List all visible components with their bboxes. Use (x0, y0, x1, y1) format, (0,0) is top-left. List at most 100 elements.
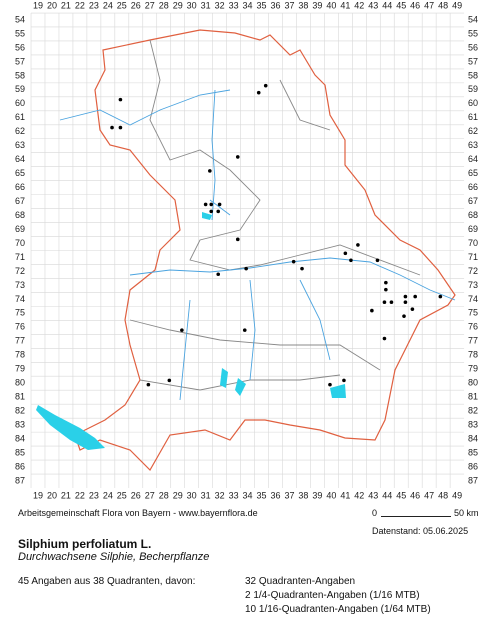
column-label: 27 (145, 490, 155, 500)
row-label: 63 (468, 140, 478, 150)
row-label: 68 (468, 210, 478, 220)
occurrence-dot (118, 125, 123, 130)
column-label: 32 (215, 0, 225, 10)
column-label: 39 (312, 0, 322, 10)
row-label: 82 (468, 406, 478, 416)
column-label: 28 (159, 0, 169, 10)
row-label: 82 (15, 406, 25, 416)
occurrence-dot (208, 169, 212, 173)
row-label: 79 (468, 364, 478, 374)
column-label: 34 (243, 0, 253, 10)
row-label: 74 (15, 294, 25, 304)
occurrence-dot (146, 382, 151, 387)
occurrence-dot (370, 308, 374, 313)
row-label: 61 (468, 112, 478, 122)
occurrence-dot (167, 378, 172, 383)
row-label: 75 (468, 308, 478, 318)
row-label: 58 (468, 70, 478, 80)
column-label: 43 (368, 0, 378, 10)
column-label: 35 (257, 490, 267, 500)
row-label: 81 (15, 392, 25, 402)
column-label: 31 (201, 490, 211, 500)
row-label: 84 (468, 433, 478, 443)
scale-end: 50 km (454, 508, 479, 518)
row-label: 64 (468, 154, 478, 164)
row-label: 56 (15, 42, 25, 52)
stat-line: 32 Quadranten-Angaben (245, 576, 356, 587)
row-label: 68 (15, 210, 25, 220)
map: 19 19 20 20 21 21 22 22 23 23 24 24 25 25 26 26 27 27 28 28… (15, 0, 478, 500)
row-label: 83 (15, 420, 25, 430)
column-label: 39 (312, 490, 322, 500)
row-label: 87 (468, 475, 478, 485)
row-label: 57 (468, 56, 478, 66)
grid: 19 19 20 20 21 21 22 22 23 23 24 24 25 25 26 26 27 27 28 28… (15, 0, 478, 500)
species-name: Silphium perfoliatum L. (18, 537, 152, 551)
occurrence-dot (180, 328, 184, 332)
column-label: 47 (424, 490, 434, 500)
row-label: 65 (15, 168, 25, 178)
row-label: 75 (15, 308, 25, 318)
scale-bar (381, 516, 451, 517)
district-border (129, 39, 421, 391)
occurrence-dot (217, 202, 222, 207)
column-label: 33 (229, 0, 239, 10)
row-label: 54 (15, 14, 25, 24)
row-label: 84 (15, 433, 25, 443)
column-label: 37 (284, 490, 294, 500)
row-label: 62 (15, 126, 25, 136)
occurrence-dot (256, 90, 261, 95)
column-label: 29 (173, 0, 183, 10)
row-label: 76 (15, 322, 25, 332)
row-label: 63 (15, 140, 25, 150)
row-label: 83 (468, 420, 478, 430)
row-label: 67 (468, 196, 478, 206)
occurrence-dot (402, 314, 406, 318)
occurrence-dot (438, 294, 443, 299)
occurrence-dot (384, 280, 388, 285)
row-label: 58 (15, 70, 25, 80)
row-label: 65 (468, 168, 478, 178)
date: Datenstand: 05.06.2025 (372, 526, 469, 536)
occurrence-dot (242, 328, 247, 332)
row-label: 74 (468, 294, 478, 304)
column-label: 23 (89, 0, 99, 10)
row-label: 57 (15, 56, 25, 66)
occurrence-dot (356, 243, 360, 247)
row-label: 55 (468, 28, 478, 38)
row-label: 78 (468, 350, 478, 360)
row-label: 72 (15, 266, 25, 276)
column-label: 34 (243, 490, 253, 500)
column-label: 45 (396, 0, 406, 10)
occurrence-dot (110, 125, 114, 130)
column-label: 31 (201, 0, 211, 10)
row-label: 54 (468, 14, 478, 24)
row-label: 69 (468, 224, 478, 234)
row-label: 72 (468, 266, 478, 276)
row-label: 67 (15, 196, 25, 206)
occurrence-dot (382, 300, 387, 304)
occurrence-dot (375, 258, 380, 263)
row-label: 80 (15, 378, 25, 388)
row-label: 80 (468, 378, 478, 388)
column-label: 30 (187, 490, 197, 500)
row-label: 76 (468, 322, 478, 332)
occurrence-dot (403, 300, 408, 304)
occurrence-dot (300, 266, 304, 271)
occurrence-dot (343, 251, 348, 256)
lake (36, 405, 105, 450)
occurrence-dot (235, 237, 240, 242)
column-label: 24 (103, 490, 113, 500)
row-label: 59 (15, 84, 25, 94)
column-label: 19 (33, 490, 43, 500)
column-label: 36 (270, 490, 280, 500)
column-label: 28 (159, 490, 169, 500)
column-label: 25 (117, 0, 127, 10)
rivers (59, 89, 456, 401)
column-label: 26 (131, 490, 141, 500)
column-label: 36 (270, 0, 280, 10)
column-label: 21 (61, 490, 71, 500)
row-label: 71 (468, 252, 478, 262)
column-label: 40 (326, 490, 336, 500)
